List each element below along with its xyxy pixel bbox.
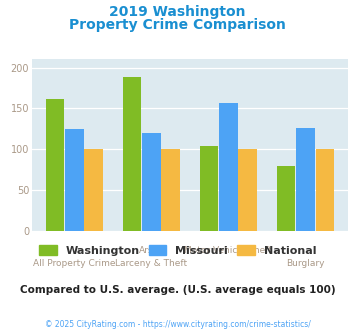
Bar bbox=[123, 77, 141, 231]
Bar bbox=[65, 129, 83, 231]
Legend: Washington, Missouri, National: Washington, Missouri, National bbox=[34, 240, 321, 260]
Bar bbox=[239, 149, 257, 231]
Text: © 2025 CityRating.com - https://www.cityrating.com/crime-statistics/: © 2025 CityRating.com - https://www.city… bbox=[45, 320, 310, 329]
Bar bbox=[84, 149, 103, 231]
Text: Motor Vehicle Theft: Motor Vehicle Theft bbox=[185, 246, 272, 255]
Text: Larceny & Theft: Larceny & Theft bbox=[115, 259, 187, 268]
Text: Burglary: Burglary bbox=[286, 259, 325, 268]
Text: 2019 Washington: 2019 Washington bbox=[109, 5, 246, 19]
Text: Compared to U.S. average. (U.S. average equals 100): Compared to U.S. average. (U.S. average … bbox=[20, 285, 335, 295]
Bar bbox=[142, 133, 161, 231]
Bar bbox=[162, 149, 180, 231]
Bar bbox=[316, 149, 334, 231]
Bar bbox=[200, 146, 218, 231]
Text: Arson: Arson bbox=[138, 246, 164, 255]
Text: Property Crime Comparison: Property Crime Comparison bbox=[69, 18, 286, 32]
Text: All Property Crime: All Property Crime bbox=[33, 259, 116, 268]
Bar bbox=[296, 128, 315, 231]
Bar bbox=[219, 103, 238, 231]
Bar bbox=[277, 166, 295, 231]
Bar bbox=[46, 99, 64, 231]
